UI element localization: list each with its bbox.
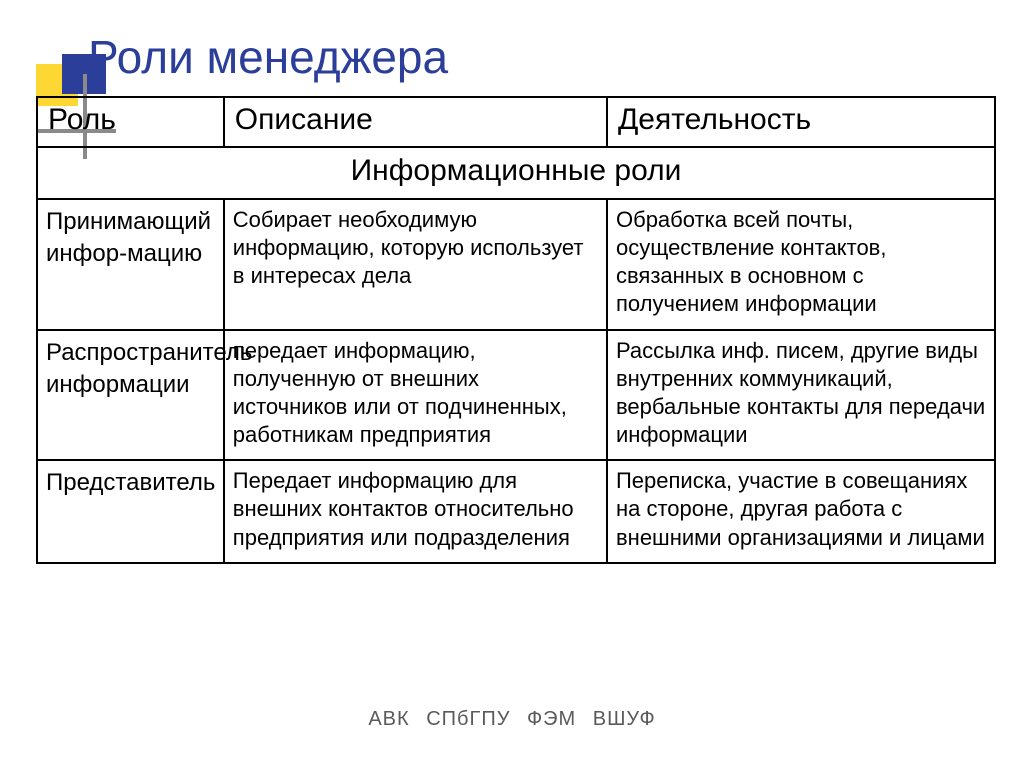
table-header-row: Роль Описание Деятельность — [37, 97, 995, 147]
cell-description: Собирает необходимую информацию, которую… — [224, 199, 607, 330]
cell-activity: Рассылка инф. писем, другие виды внутрен… — [607, 330, 995, 461]
cell-description: Передает информацию для внешних контакто… — [224, 460, 607, 562]
header-role: Роль — [37, 97, 224, 147]
slide-title: Роли менеджера — [88, 30, 448, 84]
header-activity: Деятельность — [607, 97, 995, 147]
roles-table-container: Роль Описание Деятельность Информационны… — [36, 96, 996, 564]
slide-footer: АВК СПбГПУ ФЭМ ВШУФ — [0, 708, 1024, 731]
table-row: Представитель Передает информацию для вн… — [37, 460, 995, 562]
cell-activity: Переписка, участие в совещаниях на сторо… — [607, 460, 995, 562]
header-description: Описание — [224, 97, 607, 147]
cell-activity: Обработка всей почты, осуществление конт… — [607, 199, 995, 330]
cell-role: Принимающий инфор-мацию — [37, 199, 224, 330]
table-row: Принимающий инфор-мацию Собирает необход… — [37, 199, 995, 330]
table-row: Распространитель информации передает инф… — [37, 330, 995, 461]
cell-role: Распространитель информации — [37, 330, 224, 461]
table-section-row: Информационные роли — [37, 147, 995, 199]
roles-table: Роль Описание Деятельность Информационны… — [36, 96, 996, 564]
cell-role: Представитель — [37, 460, 224, 562]
cell-description: передает информацию, полученную от внешн… — [224, 330, 607, 461]
section-title: Информационные роли — [37, 147, 995, 199]
